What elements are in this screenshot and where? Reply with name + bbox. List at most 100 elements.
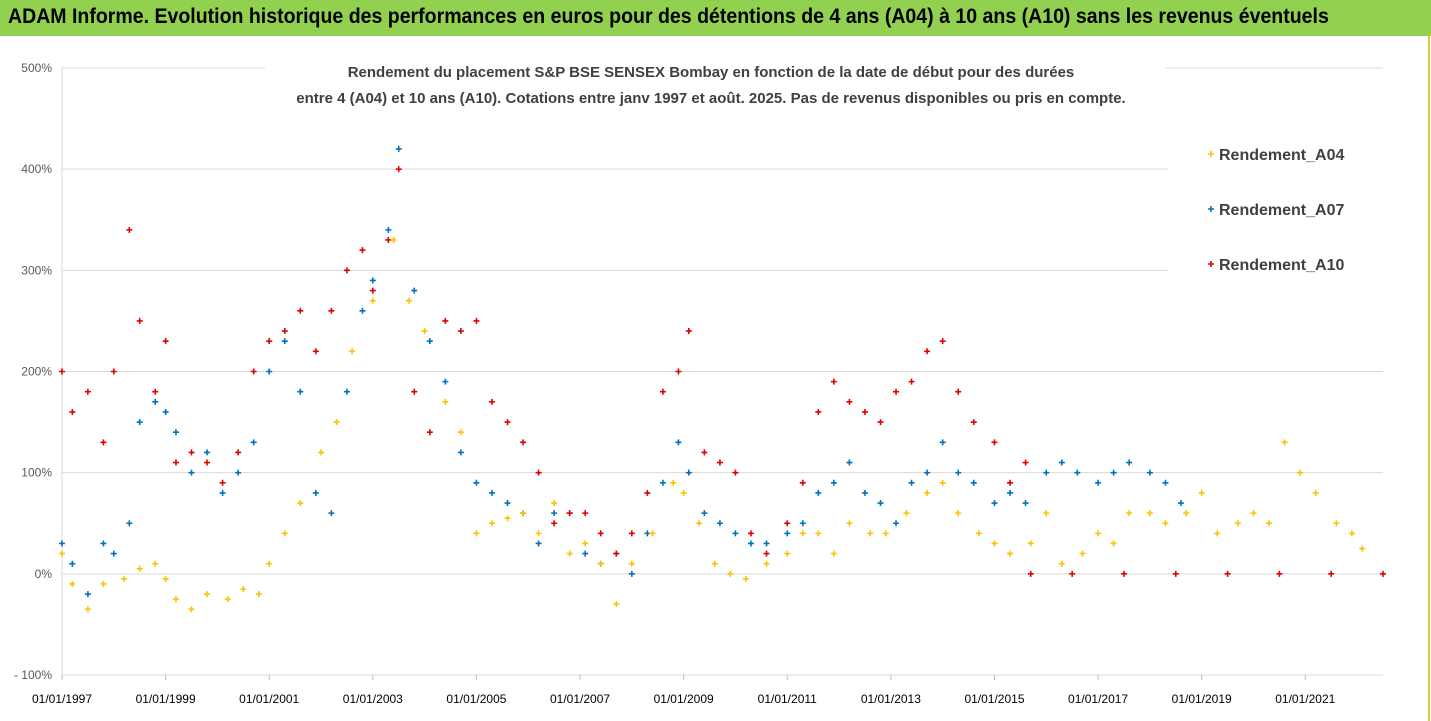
data-point xyxy=(1120,570,1127,577)
data-point xyxy=(551,510,558,517)
data-point xyxy=(312,489,319,496)
data-point xyxy=(162,408,169,415)
data-point xyxy=(732,469,739,476)
data-point xyxy=(442,398,449,405)
data-point xyxy=(675,439,682,446)
data-point xyxy=(188,606,195,613)
data-point xyxy=(488,520,495,527)
data-point xyxy=(716,459,723,466)
data-point xyxy=(1146,510,1153,517)
y-tick-label: 0% xyxy=(35,567,53,581)
data-point xyxy=(1328,570,1335,577)
data-point xyxy=(359,247,366,254)
data-point xyxy=(597,560,604,567)
data-point xyxy=(84,388,91,395)
data-point xyxy=(520,510,527,517)
data-point xyxy=(349,348,356,355)
data-point xyxy=(421,328,428,335)
data-point xyxy=(727,570,734,577)
data-point xyxy=(395,166,402,173)
data-point xyxy=(442,378,449,385)
data-point xyxy=(188,449,195,456)
data-point xyxy=(924,489,931,496)
data-point xyxy=(152,398,159,405)
data-point xyxy=(763,540,770,547)
data-point xyxy=(815,489,822,496)
data-point xyxy=(799,479,806,486)
data-point xyxy=(136,317,143,324)
data-point xyxy=(69,580,76,587)
chart-title-line2: entre 4 (A04) et 10 ans (A10). Cotations… xyxy=(296,90,1125,107)
data-point xyxy=(1007,489,1014,496)
data-point xyxy=(991,439,998,446)
data-point xyxy=(69,408,76,415)
chart-title-line1: Rendement du placement S&P BSE SENSEX Bo… xyxy=(348,64,1075,81)
data-point xyxy=(1348,530,1355,537)
data-point xyxy=(924,348,931,355)
data-point xyxy=(955,388,962,395)
data-point xyxy=(701,449,708,456)
data-point xyxy=(597,530,604,537)
data-point xyxy=(1079,550,1086,557)
data-point xyxy=(763,550,770,557)
data-point xyxy=(644,489,651,496)
data-point xyxy=(1095,479,1102,486)
data-point xyxy=(670,479,677,486)
data-point xyxy=(250,368,257,375)
y-tick-label: 100% xyxy=(21,466,52,480)
data-point xyxy=(59,540,65,547)
data-point xyxy=(893,520,900,527)
data-point xyxy=(457,429,464,436)
data-point xyxy=(473,530,480,537)
data-point xyxy=(830,378,837,385)
data-point xyxy=(582,550,589,557)
data-point xyxy=(172,596,179,603)
data-point xyxy=(457,449,464,456)
data-point xyxy=(110,550,117,557)
data-point xyxy=(784,530,791,537)
data-point xyxy=(312,348,319,355)
data-point xyxy=(426,338,433,345)
series-Rendement_A10 xyxy=(59,166,1386,577)
data-point xyxy=(152,560,159,567)
data-point xyxy=(955,510,962,517)
series-Rendement_A04 xyxy=(59,236,1366,613)
y-axis-labels: 500% 400% 300% 200% 100% 0% - 100% xyxy=(14,61,52,682)
data-point xyxy=(369,287,376,294)
data-point xyxy=(84,606,91,613)
x-tick-label: 01/01/2013 xyxy=(861,692,921,706)
data-point xyxy=(281,530,288,537)
data-point xyxy=(1333,520,1340,527)
data-point xyxy=(1162,520,1169,527)
data-point xyxy=(457,328,464,335)
legend-marker xyxy=(1208,261,1214,267)
data-point xyxy=(551,520,558,527)
data-point xyxy=(1027,540,1034,547)
data-point xyxy=(188,469,195,476)
data-point xyxy=(281,338,288,345)
data-point xyxy=(504,500,511,507)
data-point xyxy=(162,575,169,582)
data-point xyxy=(369,297,376,304)
data-point xyxy=(903,510,910,517)
data-point xyxy=(680,489,687,496)
x-axis-labels: 01/01/1997 01/01/1999 01/01/2001 01/01/2003… xyxy=(32,675,1336,706)
series-Rendement_A07 xyxy=(59,145,1184,598)
data-point xyxy=(126,226,133,233)
data-point xyxy=(1110,469,1117,476)
data-point xyxy=(69,560,76,567)
data-point xyxy=(955,469,962,476)
legend-label: Rendement_A04 xyxy=(1219,147,1344,164)
data-point xyxy=(328,307,335,314)
data-point xyxy=(1022,500,1029,507)
data-point xyxy=(861,408,868,415)
banner-title: ADAM Informe. Evolution historique des p… xyxy=(8,5,1329,28)
data-point xyxy=(255,591,262,598)
data-point xyxy=(1126,459,1133,466)
data-point xyxy=(1043,510,1050,517)
data-point xyxy=(136,419,143,426)
data-point xyxy=(1172,570,1179,577)
data-point xyxy=(747,540,754,547)
x-tick-label: 01/01/2019 xyxy=(1172,692,1232,706)
data-point xyxy=(1007,550,1014,557)
